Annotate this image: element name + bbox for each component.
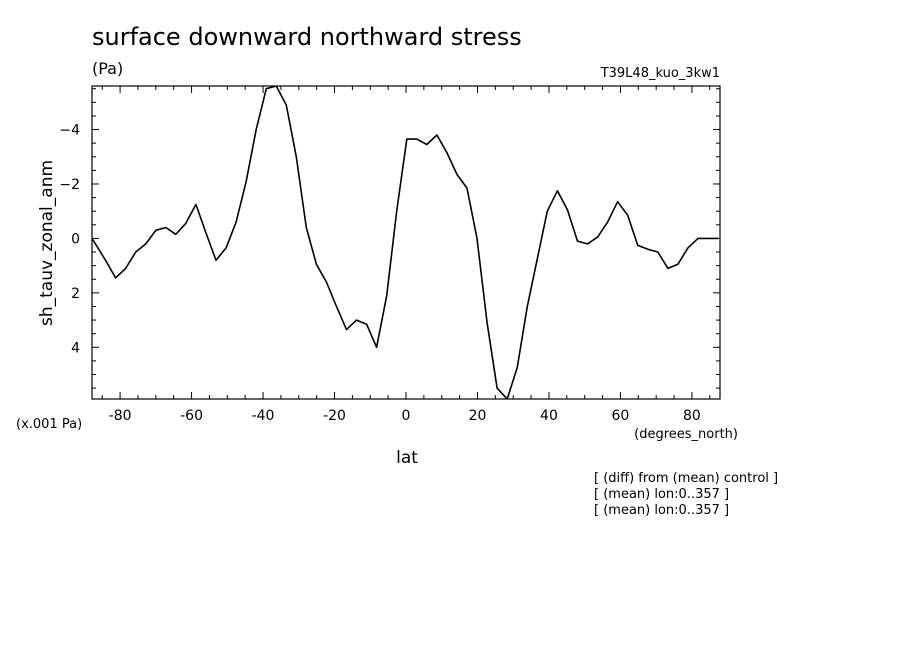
run-label: T39L48_kuo_3kw1 <box>600 66 720 81</box>
x-tick-label: 60 <box>612 408 630 424</box>
y-axis-label: sh_tauv_zonal_anm <box>37 160 57 326</box>
note-line: [ (mean) lon:0..357 ] <box>594 487 729 502</box>
note-line: [ (mean) lon:0..357 ] <box>594 503 729 518</box>
x-tick-label: 20 <box>469 408 487 424</box>
y-scale-note: (x.001 Pa) <box>16 417 82 432</box>
x-tick-label: -40 <box>252 408 275 424</box>
x-tick-label: 0 <box>402 408 411 424</box>
y-axis-ticks: −4 −2 0 2 4 <box>59 88 720 389</box>
x-tick-label: -60 <box>180 408 203 424</box>
x-units-label: (degrees_north) <box>634 427 738 442</box>
x-axis-ticks: -80 -60 -40 -20 0 20 40 60 80 <box>101 86 711 424</box>
y-tick-label: 0 <box>71 231 80 247</box>
x-axis-label: lat <box>396 448 418 468</box>
y-tick-label: −2 <box>59 177 80 193</box>
x-tick-label: 40 <box>540 408 558 424</box>
y-tick-label: 2 <box>71 286 80 302</box>
x-tick-label: -80 <box>109 408 132 424</box>
x-tick-label: 80 <box>683 408 701 424</box>
y-tick-label: 4 <box>71 340 80 356</box>
x-tick-label: -20 <box>323 408 346 424</box>
chart-title: surface downward northward stress <box>92 23 522 51</box>
note-line: [ (diff) from (mean) control ] <box>594 471 778 486</box>
y-tick-label: −4 <box>59 123 80 139</box>
plot-frame <box>91 85 721 400</box>
units-label: (Pa) <box>92 59 123 78</box>
series-line <box>92 86 719 399</box>
series-layer <box>92 86 719 399</box>
